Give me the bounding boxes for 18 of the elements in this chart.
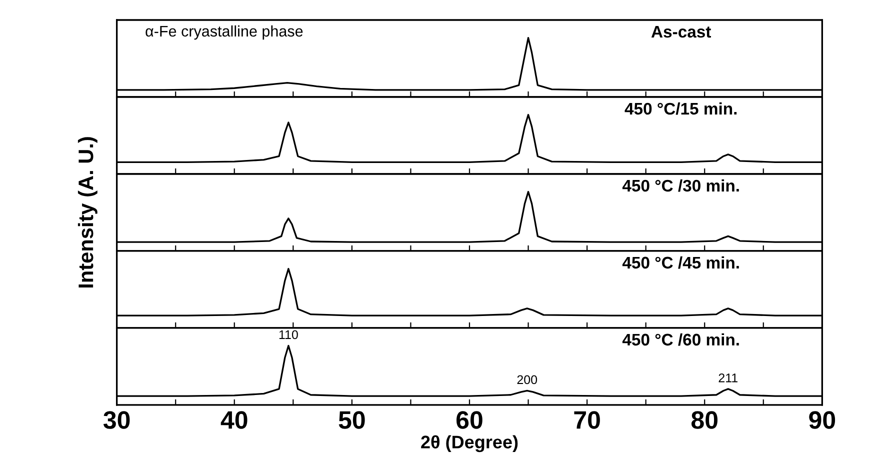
annotation: α-Fe cryastalline phase bbox=[146, 25, 303, 40]
x-tick-label: 90 bbox=[809, 411, 836, 429]
x-axis-title: 2θ (Degree) bbox=[421, 435, 518, 452]
x-tick-label: 80 bbox=[692, 411, 718, 429]
chart-title: 450 °C /30 min. bbox=[622, 179, 739, 192]
chart-title: As-cast bbox=[651, 26, 711, 38]
chart-title: 450 °C /45 min. bbox=[622, 256, 739, 269]
chart-title: 450 °C /60 min. bbox=[622, 333, 739, 346]
x-tick-label: 40 bbox=[220, 411, 248, 429]
x-tick-label: 60 bbox=[456, 411, 482, 429]
annotation: 211 bbox=[718, 373, 738, 382]
annotation: 110 bbox=[279, 330, 298, 340]
chart-title: 450 °C/15 min. bbox=[624, 102, 737, 115]
x-tick-label: 30 bbox=[103, 411, 130, 429]
x-tick-label: 50 bbox=[338, 411, 365, 429]
y-axis-title: Intensity (A. U.) bbox=[78, 137, 98, 288]
x-tick-label: 70 bbox=[574, 411, 600, 429]
annotation: 200 bbox=[517, 375, 538, 384]
